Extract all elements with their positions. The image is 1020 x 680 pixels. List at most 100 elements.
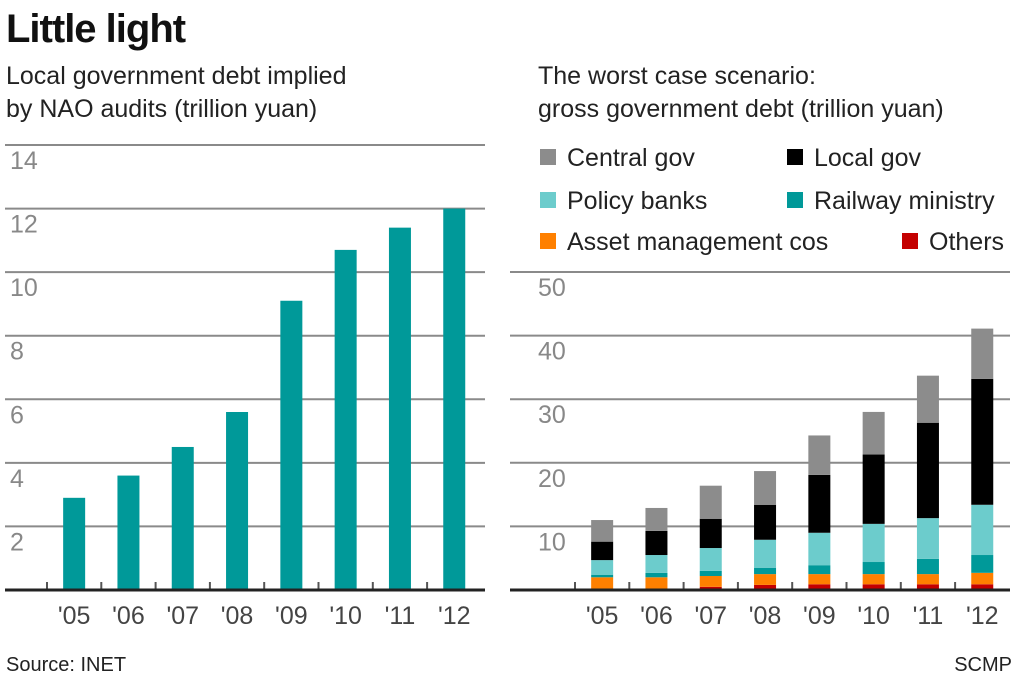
bar-segment-central-gov [645,507,668,531]
bar-segment-asset-management-cos [591,577,614,590]
bar [117,475,140,590]
bar-segment-asset-management-cos [862,574,885,585]
bar-segment-central-gov [916,375,939,423]
bar-segment-policy-banks [645,555,668,573]
bar [171,446,194,590]
bar [334,249,357,590]
legend-swatch [540,149,556,165]
y-tick-label: 40 [538,338,566,366]
bar-segment-policy-banks [808,532,831,566]
left-subtitle-line-2: by NAO audits (trillion yuan) [6,95,317,123]
x-tick-label: '10 [857,602,890,630]
chart-title: Little light [6,7,186,51]
bar-segment-railway-ministry [808,565,831,575]
x-tick-label: '06 [112,602,145,630]
bar-segment-others [862,584,885,590]
x-tick-label: '12 [438,602,471,630]
bar-segment-others [808,584,831,590]
bar-segment-asset-management-cos [808,574,831,585]
bar-segment-railway-ministry [699,570,722,577]
bar-segment-policy-banks [591,560,614,575]
bar-segment-local-gov [754,504,777,540]
x-tick-label: '11 [385,602,416,630]
bar [388,227,411,590]
x-tick-label: '09 [803,602,836,630]
y-tick-label: 14 [10,147,38,175]
legend-swatch [902,233,918,249]
credit: SCMP [954,654,1012,676]
x-tick-label: '08 [221,602,254,630]
legend-swatch [787,192,803,208]
bar-segment-policy-banks [916,518,939,559]
y-tick-label: 2 [10,528,24,556]
bar-segment-central-gov [808,435,831,475]
legend-label: Local gov [814,144,922,172]
bar-segment-others [754,584,777,590]
right-subtitle-line-2: gross government debt (trillion yuan) [538,95,944,123]
y-tick-label: 10 [10,274,38,302]
bar-segment-policy-banks [862,523,885,563]
bar [226,412,249,590]
bar-segment-central-gov [862,411,885,455]
left-chart: 2 4 6 8 10 12 14 '05 '06 '07 '08 '09 '10 '11 '12 [5,144,485,630]
x-tick-label: '05 [58,602,91,630]
bar-segment-others [699,586,722,590]
legend-label: Others [929,228,1004,256]
bar-segment-railway-ministry [916,558,939,575]
bar-segment-railway-ministry [591,574,614,578]
legend-swatch [540,233,556,249]
bar-segment-local-gov [916,422,939,519]
bar-segment-asset-management-cos [645,577,668,590]
bar [63,497,86,590]
bar [443,208,466,591]
x-tick-label: '06 [640,602,673,630]
bar-segment-others [971,584,994,590]
y-tick-label: 50 [538,274,566,302]
right-subtitle-line-1: The worst case scenario: [538,62,816,90]
bar-segment-policy-banks [754,539,777,568]
bar-segment-railway-ministry [645,572,668,578]
x-tick-label: '12 [966,602,999,630]
legend: Central gov Local gov Policy banks Railway … [540,144,1004,256]
bar-segment-asset-management-cos [754,574,777,585]
bar-segment-policy-banks [699,548,722,571]
legend-label: Asset management cos [567,228,828,256]
bar-segment-local-gov [862,454,885,524]
bar-segment-central-gov [699,485,722,519]
y-tick-label: 10 [538,528,566,556]
x-tick-label: '07 [166,602,199,630]
bar-segment-central-gov [591,520,614,542]
y-tick-label: 4 [10,465,24,493]
legend-label: Central gov [567,144,695,172]
bar-segment-asset-management-cos [699,576,722,587]
x-tick-label: '09 [275,602,308,630]
y-tick-label: 8 [10,338,24,366]
bar-segment-local-gov [645,530,668,556]
right-chart: 10 20 30 40 50 '05 '06 '07 '08 '09 '10 '11 '12 [510,271,1010,630]
x-tick-label: '10 [329,602,362,630]
x-tick-label: '07 [694,602,727,630]
legend-swatch [540,192,556,208]
bar-segment-local-gov [971,378,994,505]
bar-segment-railway-ministry [754,567,777,575]
legend-label: Railway ministry [814,187,995,215]
y-tick-label: 12 [10,211,38,239]
legend-label: Policy banks [567,187,707,215]
legend-swatch [787,149,803,165]
x-tick-label: '11 [913,602,944,630]
bar-segment-asset-management-cos [916,574,939,585]
source-note: Source: INET [6,654,126,676]
y-tick-label: 20 [538,465,566,493]
bar-segment-railway-ministry [862,562,885,575]
bar-segment-policy-banks [971,504,994,556]
bar-segment-local-gov [808,474,831,533]
bar-segment-railway-ministry [971,555,994,573]
x-tick-label: '05 [586,602,619,630]
left-subtitle-line-1: Local government debt implied [6,62,346,90]
bar-segment-asset-management-cos [971,572,994,585]
bar-segment-central-gov [971,328,994,379]
bar [280,300,303,590]
x-tick-label: '08 [749,602,782,630]
y-tick-label: 30 [538,401,566,429]
